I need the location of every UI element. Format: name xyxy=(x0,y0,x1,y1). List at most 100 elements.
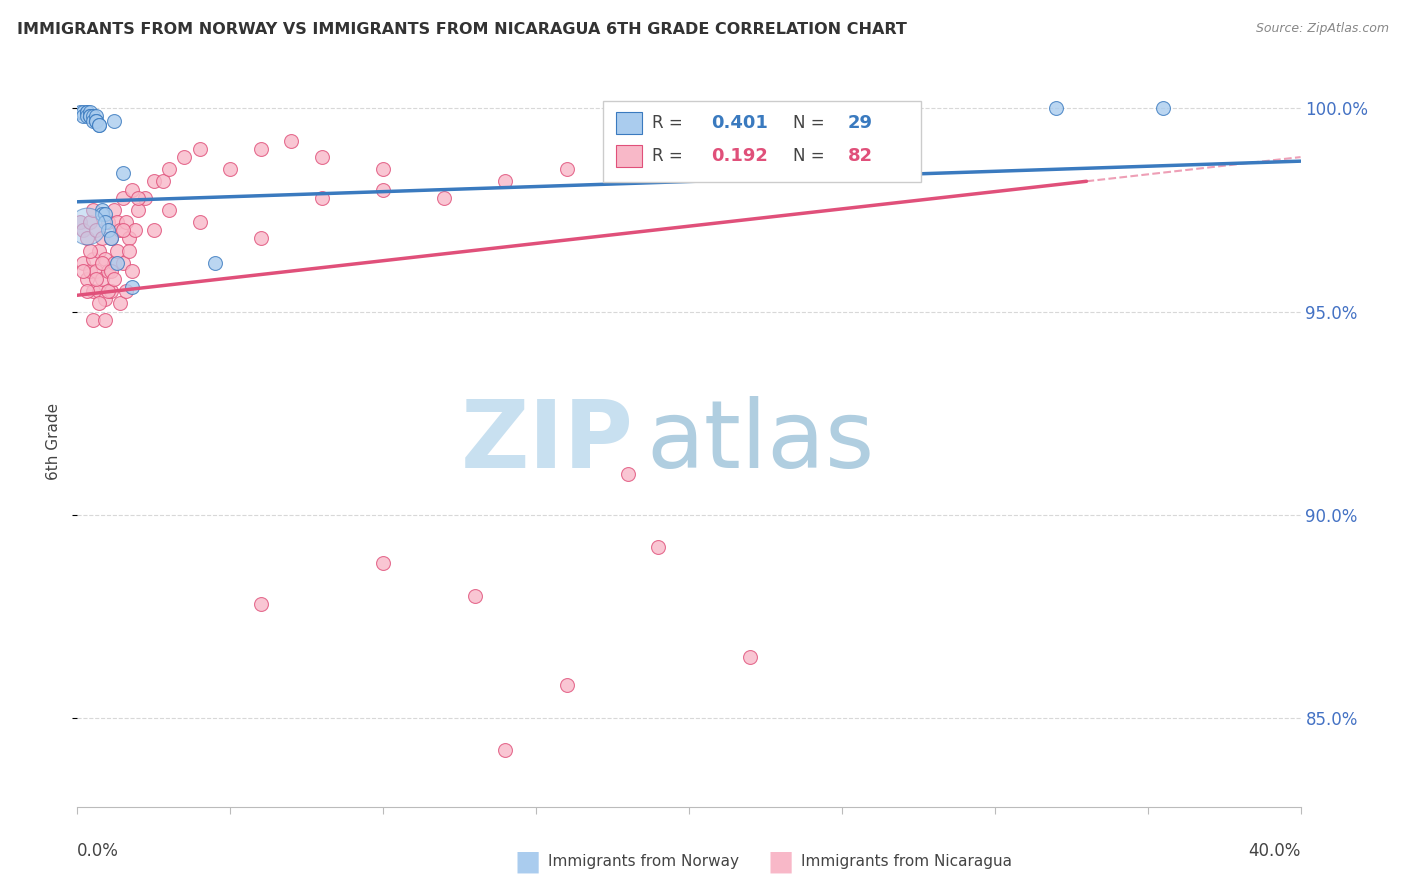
Text: 82: 82 xyxy=(848,147,873,165)
Text: N =: N = xyxy=(793,114,830,132)
Point xyxy=(87,296,110,310)
Text: 0.192: 0.192 xyxy=(711,147,768,165)
Point xyxy=(84,223,107,237)
Text: 0.0%: 0.0% xyxy=(77,842,120,861)
Point xyxy=(157,162,180,177)
Point xyxy=(76,272,98,286)
Point xyxy=(87,118,110,132)
Point xyxy=(740,649,762,664)
Point xyxy=(79,110,101,124)
Point xyxy=(204,256,226,270)
Point xyxy=(371,557,394,571)
Text: IMMIGRANTS FROM NORWAY VS IMMIGRANTS FROM NICARAGUA 6TH GRADE CORRELATION CHART: IMMIGRANTS FROM NORWAY VS IMMIGRANTS FRO… xyxy=(17,22,907,37)
Point xyxy=(103,272,125,286)
Point xyxy=(100,264,122,278)
Point xyxy=(72,256,94,270)
Point xyxy=(647,540,669,554)
Point xyxy=(84,110,107,124)
Point xyxy=(433,191,456,205)
Point xyxy=(280,134,302,148)
Point xyxy=(97,215,120,229)
Point xyxy=(79,105,101,120)
Text: Immigrants from Norway: Immigrants from Norway xyxy=(548,855,740,869)
Point xyxy=(94,215,117,229)
Point xyxy=(142,223,165,237)
Point xyxy=(121,264,143,278)
Point xyxy=(82,284,104,298)
Point xyxy=(112,166,135,180)
Point xyxy=(112,223,135,237)
Point xyxy=(1152,101,1174,115)
Point xyxy=(103,202,125,217)
Point xyxy=(79,215,101,229)
Point xyxy=(82,202,104,217)
Point xyxy=(94,293,117,307)
Point xyxy=(87,244,110,258)
Point xyxy=(142,174,165,188)
Point xyxy=(678,134,700,148)
Point xyxy=(250,597,273,611)
Bar xyxy=(616,145,643,168)
Point xyxy=(555,162,578,177)
Point xyxy=(90,272,112,286)
Point xyxy=(84,264,107,278)
Point xyxy=(121,183,143,197)
Point xyxy=(90,256,112,270)
Point xyxy=(555,678,578,692)
Point xyxy=(79,110,101,124)
Point xyxy=(72,110,94,124)
Point xyxy=(82,312,104,326)
Point xyxy=(76,284,98,298)
Point xyxy=(87,118,110,132)
Y-axis label: 6th Grade: 6th Grade xyxy=(45,403,60,480)
Point xyxy=(121,280,143,294)
Point xyxy=(173,150,195,164)
Point xyxy=(311,191,333,205)
Point xyxy=(127,202,149,217)
Point xyxy=(740,162,762,177)
Point xyxy=(188,142,211,156)
Point xyxy=(76,231,98,245)
Point xyxy=(72,223,94,237)
Point xyxy=(103,113,125,128)
Point xyxy=(97,264,120,278)
Text: R =: R = xyxy=(652,114,689,132)
Point xyxy=(69,105,91,120)
Point xyxy=(97,284,120,298)
Point xyxy=(82,110,104,124)
Point xyxy=(76,105,98,120)
Point xyxy=(134,191,156,205)
Point xyxy=(250,231,273,245)
Text: Immigrants from Nicaragua: Immigrants from Nicaragua xyxy=(801,855,1012,869)
Point xyxy=(157,202,180,217)
Point xyxy=(76,105,98,120)
Point xyxy=(103,256,125,270)
Point xyxy=(108,296,131,310)
Point xyxy=(495,743,517,757)
Text: ■: ■ xyxy=(515,847,540,876)
FancyBboxPatch shape xyxy=(603,102,921,182)
Point xyxy=(617,467,640,481)
Text: 0.401: 0.401 xyxy=(711,114,768,132)
Point xyxy=(84,113,107,128)
Text: atlas: atlas xyxy=(647,395,875,488)
Point xyxy=(127,191,149,205)
Point xyxy=(115,284,138,298)
Text: Source: ZipAtlas.com: Source: ZipAtlas.com xyxy=(1256,22,1389,36)
Text: R =: R = xyxy=(652,147,689,165)
Point xyxy=(84,113,107,128)
Point xyxy=(72,264,94,278)
Point xyxy=(105,244,128,258)
Point xyxy=(371,162,394,177)
Point xyxy=(84,272,107,286)
Point xyxy=(112,256,135,270)
Point xyxy=(90,202,112,217)
Point xyxy=(69,215,91,229)
Point xyxy=(72,105,94,120)
Point xyxy=(90,207,112,221)
Point xyxy=(118,244,141,258)
Point xyxy=(79,264,101,278)
Point xyxy=(82,113,104,128)
Point xyxy=(108,223,131,237)
Point xyxy=(90,231,112,245)
